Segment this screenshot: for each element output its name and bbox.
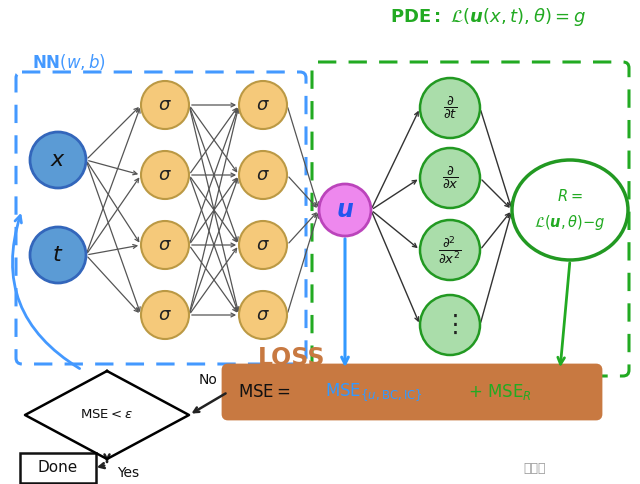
Circle shape — [141, 291, 189, 339]
Circle shape — [30, 132, 86, 188]
Circle shape — [319, 184, 371, 236]
Text: $\sigma$: $\sigma$ — [158, 96, 172, 114]
Text: $\mathrm{MSE}_{\{u,\mathrm{BC,IC}\}}$: $\mathrm{MSE}_{\{u,\mathrm{BC,IC}\}}$ — [325, 381, 423, 403]
Text: $\vdots$: $\vdots$ — [442, 313, 458, 337]
FancyBboxPatch shape — [20, 453, 96, 483]
Circle shape — [420, 78, 480, 138]
Circle shape — [141, 81, 189, 129]
Circle shape — [141, 151, 189, 199]
Text: $\dfrac{\partial}{\partial x}$: $\dfrac{\partial}{\partial x}$ — [442, 165, 458, 191]
Circle shape — [239, 151, 287, 199]
Ellipse shape — [512, 160, 628, 260]
Text: $\sigma$: $\sigma$ — [256, 96, 270, 114]
Text: $\sigma$: $\sigma$ — [256, 236, 270, 254]
Circle shape — [420, 148, 480, 208]
Text: $\mathrm{MSE} < \epsilon$: $\mathrm{MSE} < \epsilon$ — [81, 408, 134, 422]
Circle shape — [420, 295, 480, 355]
Circle shape — [30, 227, 86, 283]
Text: $x$: $x$ — [50, 150, 66, 170]
Text: 量子位: 量子位 — [524, 462, 547, 474]
Text: $\sigma$: $\sigma$ — [256, 166, 270, 184]
Circle shape — [420, 220, 480, 280]
Text: $t$: $t$ — [52, 245, 64, 265]
Text: Done: Done — [38, 460, 78, 475]
Text: $\sigma$: $\sigma$ — [158, 236, 172, 254]
Text: $\mathbf{NN}(w,b)$: $\mathbf{NN}(w,b)$ — [32, 52, 106, 72]
Text: $R =$
$\mathcal{L}(\boldsymbol{u},\theta){-}g$: $R =$ $\mathcal{L}(\boldsymbol{u},\theta… — [534, 188, 605, 232]
Text: $\sigma$: $\sigma$ — [158, 166, 172, 184]
Text: LOSS: LOSS — [258, 346, 326, 370]
Polygon shape — [25, 371, 189, 459]
Text: $\sigma$: $\sigma$ — [158, 306, 172, 324]
Text: $\sigma$: $\sigma$ — [256, 306, 270, 324]
Text: Yes: Yes — [117, 466, 139, 480]
FancyBboxPatch shape — [223, 365, 601, 419]
Text: $\dfrac{\partial^2}{\partial x^2}$: $\dfrac{\partial^2}{\partial x^2}$ — [438, 234, 461, 266]
Circle shape — [239, 221, 287, 269]
Circle shape — [239, 291, 287, 339]
Text: $\dfrac{\partial}{\partial t}$: $\dfrac{\partial}{\partial t}$ — [443, 95, 457, 121]
Circle shape — [141, 221, 189, 269]
Circle shape — [239, 81, 287, 129]
Text: No: No — [199, 373, 218, 387]
Text: $\boldsymbol{u}$: $\boldsymbol{u}$ — [336, 198, 354, 222]
Text: $+\ \mathrm{MSE}_{R}$: $+\ \mathrm{MSE}_{R}$ — [468, 382, 532, 402]
Text: $\mathbf{PDE:}\ \mathcal{L}(\boldsymbol{u}(x,t),\theta) = g$: $\mathbf{PDE:}\ \mathcal{L}(\boldsymbol{… — [390, 6, 586, 28]
Text: $\mathrm{MSE} = $: $\mathrm{MSE} = $ — [238, 383, 291, 401]
